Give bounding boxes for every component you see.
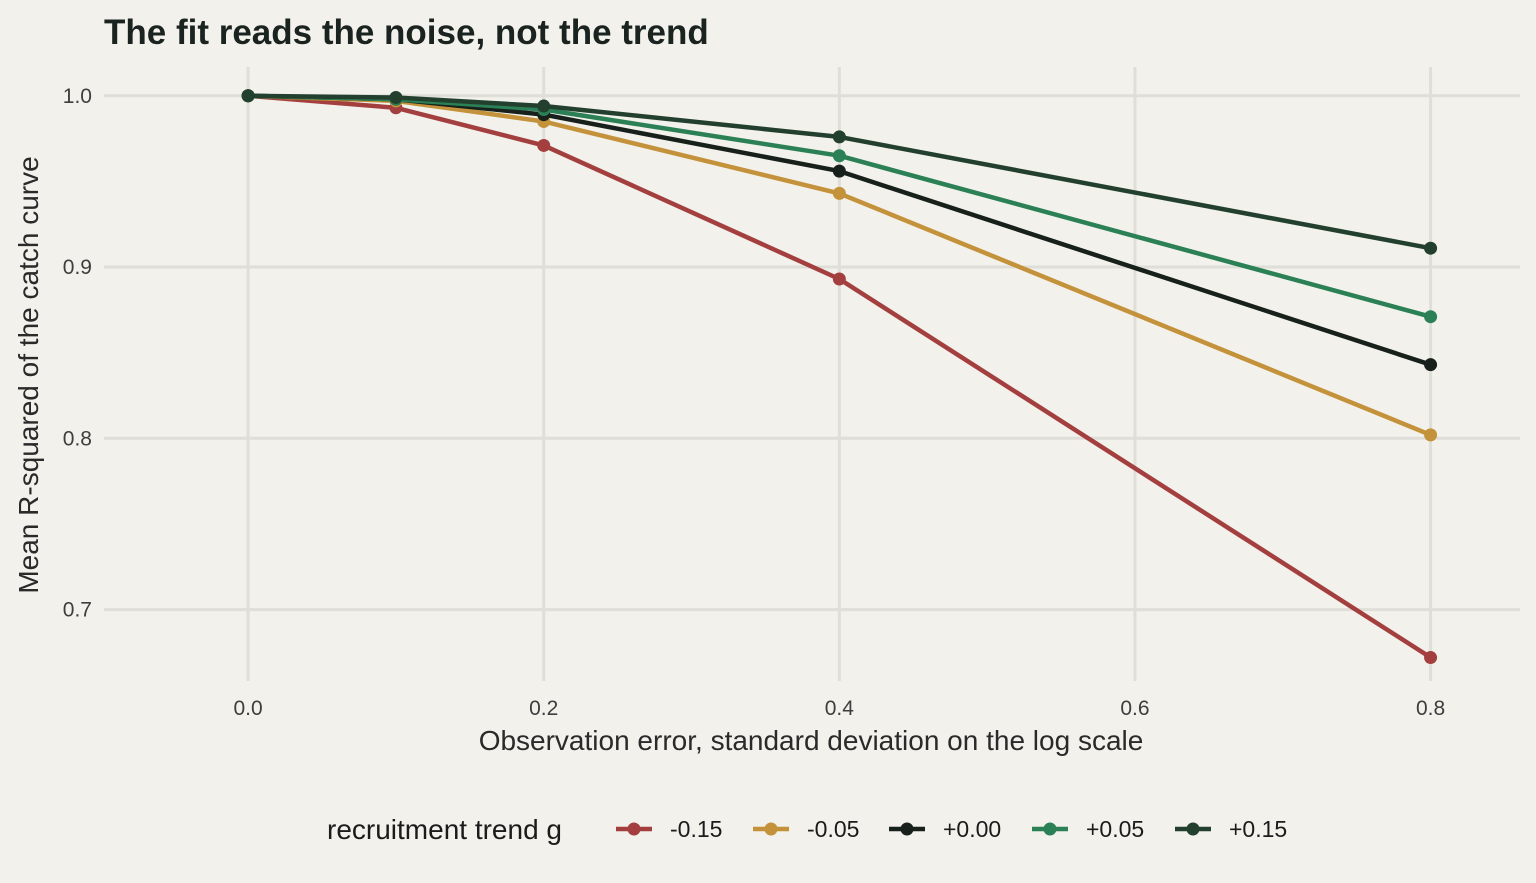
grid bbox=[104, 67, 1520, 681]
data-point bbox=[1424, 651, 1438, 665]
legend-key-point bbox=[627, 822, 641, 836]
legend-item: -0.05 bbox=[753, 816, 859, 842]
series-4 bbox=[241, 89, 1438, 255]
data-point bbox=[1424, 358, 1438, 372]
legend-label: -0.05 bbox=[807, 816, 859, 842]
y-axis-label: Mean R-squared of the catch curve bbox=[13, 156, 44, 593]
data-point bbox=[832, 186, 846, 200]
y-tick-label: 0.9 bbox=[63, 256, 92, 279]
legend-item: +0.15 bbox=[1175, 816, 1287, 842]
legend-label: +0.15 bbox=[1229, 816, 1287, 842]
plot-area bbox=[241, 89, 1438, 665]
legend-item: -0.15 bbox=[616, 816, 722, 842]
chart-title: The fit reads the noise, not the trend bbox=[104, 13, 709, 52]
legend: recruitment trend g -0.15 -0.05 +0.00 +0.05… bbox=[327, 814, 1287, 845]
legend-label: -0.15 bbox=[670, 816, 722, 842]
legend-key-point bbox=[764, 822, 778, 836]
data-point bbox=[832, 272, 846, 286]
data-point bbox=[1424, 428, 1438, 442]
data-point bbox=[832, 130, 846, 144]
data-point bbox=[241, 89, 255, 103]
y-tick-label: 0.7 bbox=[63, 599, 92, 622]
x-tick-label: 0.4 bbox=[825, 697, 855, 720]
legend-item: +0.00 bbox=[889, 816, 1001, 842]
x-tick-label: 0.2 bbox=[529, 697, 558, 720]
legend-key-point bbox=[1186, 822, 1200, 836]
data-point bbox=[1424, 241, 1438, 255]
legend-label: +0.05 bbox=[1086, 816, 1144, 842]
data-point bbox=[537, 99, 551, 113]
y-axis-ticks: 0.7 0.8 0.9 1.0 bbox=[63, 85, 92, 622]
x-axis-ticks: 0.0 0.2 0.4 0.6 0.8 bbox=[234, 697, 1446, 720]
legend-key-point bbox=[900, 822, 914, 836]
data-point bbox=[832, 164, 846, 178]
x-tick-label: 0.0 bbox=[234, 697, 263, 720]
data-point bbox=[1424, 310, 1438, 324]
x-tick-label: 0.6 bbox=[1120, 697, 1149, 720]
legend-item: +0.05 bbox=[1032, 816, 1144, 842]
x-tick-label: 0.8 bbox=[1416, 697, 1445, 720]
y-tick-label: 1.0 bbox=[63, 85, 92, 108]
legend-title: recruitment trend g bbox=[327, 814, 562, 845]
x-axis-label: Observation error, standard deviation on… bbox=[479, 725, 1144, 756]
data-point bbox=[832, 149, 846, 163]
legend-key-point bbox=[1043, 822, 1057, 836]
data-point bbox=[537, 138, 551, 152]
data-point bbox=[389, 90, 403, 104]
legend-label: +0.00 bbox=[943, 816, 1001, 842]
y-tick-label: 0.8 bbox=[63, 427, 92, 450]
